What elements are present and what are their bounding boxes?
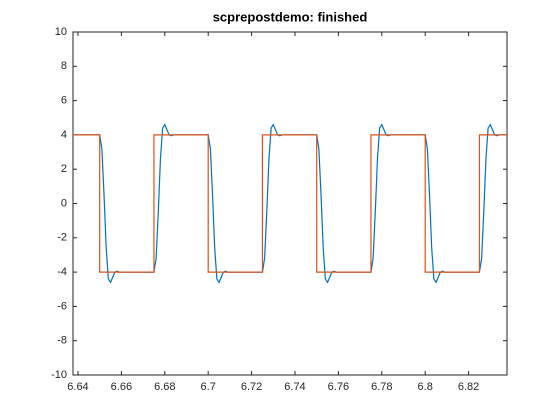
y-tick-label: 10 xyxy=(55,26,67,38)
y-tick-label: -2 xyxy=(57,232,67,244)
chart-title: scprepostdemo: finished xyxy=(213,9,368,24)
x-tick-label: 6.78 xyxy=(371,381,392,393)
x-tick-label: 6.76 xyxy=(328,381,349,393)
x-tick-label: 6.74 xyxy=(284,381,305,393)
x-tick-label: 6.68 xyxy=(154,381,175,393)
y-tick-label: -8 xyxy=(57,335,67,347)
y-tick-label: -4 xyxy=(57,266,67,278)
x-tick-label: 6.82 xyxy=(458,381,479,393)
y-tick-label: -10 xyxy=(51,369,67,381)
y-tick-label: 4 xyxy=(61,129,67,141)
x-tick-label: 6.8 xyxy=(418,381,433,393)
x-tick-label: 6.7 xyxy=(201,381,216,393)
y-tick-label: 8 xyxy=(61,60,67,72)
axes-box xyxy=(72,31,508,376)
x-tick-label: 6.66 xyxy=(111,381,132,393)
y-tick-label: 6 xyxy=(61,95,67,107)
y-tick-label: 2 xyxy=(61,163,67,175)
y-tick-label: -6 xyxy=(57,300,67,312)
x-tick-label: 6.64 xyxy=(67,381,88,393)
y-tick-label: 0 xyxy=(61,197,67,209)
x-tick-label: 6.72 xyxy=(241,381,262,393)
series-line xyxy=(73,134,507,273)
